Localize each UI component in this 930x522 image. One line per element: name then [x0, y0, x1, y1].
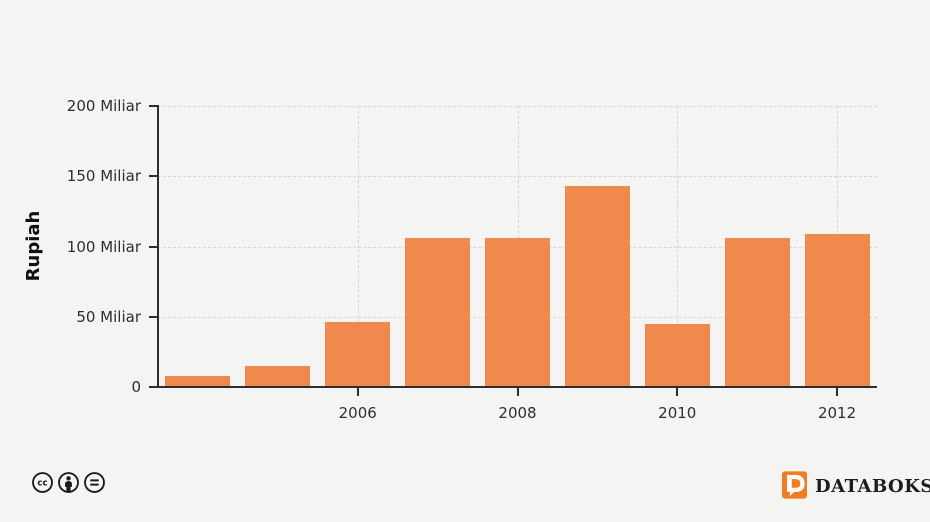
svg-text:cc: cc — [37, 479, 47, 489]
x-axis-tick — [676, 388, 679, 396]
y-tick-label: 50 Miliar — [76, 307, 141, 326]
y-axis-tick — [149, 315, 158, 318]
databoks-logo-icon — [782, 471, 807, 499]
y-axis-line — [157, 105, 159, 388]
y-tick-label: 200 Miliar — [66, 97, 141, 115]
y-axis-tick — [149, 245, 158, 248]
bar-2009[interactable] — [564, 186, 630, 387]
x-tick-label: 2008 — [498, 404, 537, 422]
x-axis-tick — [356, 388, 359, 396]
y-tick-label: 0 — [131, 378, 141, 396]
y-axis-tick — [149, 175, 158, 178]
bar-2007[interactable] — [405, 238, 471, 387]
y-axis-tick — [149, 105, 158, 107]
bar-2004[interactable] — [165, 376, 231, 387]
x-tick-label: 2012 — [817, 404, 857, 422]
databoks-logo[interactable]: DATABOKS — [782, 471, 930, 499]
bar-2008[interactable] — [485, 238, 550, 387]
databoks-brand-name: DATABOKS — [815, 475, 930, 497]
license-icons: cc — [31, 471, 106, 494]
x-tick-label: 2010 — [658, 404, 697, 422]
bar-2005[interactable] — [245, 365, 311, 387]
cc-icon[interactable]: cc — [31, 471, 54, 494]
bar-2012[interactable] — [804, 233, 870, 387]
bar-2010[interactable] — [644, 323, 710, 387]
y-tick-label: 150 Miliar — [66, 167, 141, 186]
y-tick-label: 100 Miliar — [66, 237, 141, 256]
x-axis-tick — [516, 388, 519, 396]
bar-2006[interactable] — [325, 322, 391, 387]
x-axis-tick — [836, 388, 839, 396]
attribution-icon[interactable] — [57, 471, 80, 494]
x-tick-label: 2006 — [338, 404, 377, 422]
x-axis-line — [157, 386, 877, 388]
gridline-vertical — [357, 106, 359, 387]
no-derivatives-icon[interactable] — [83, 471, 106, 494]
gridline-vertical — [677, 106, 679, 387]
bar-2011[interactable] — [724, 238, 790, 387]
y-axis-tick — [149, 386, 158, 388]
